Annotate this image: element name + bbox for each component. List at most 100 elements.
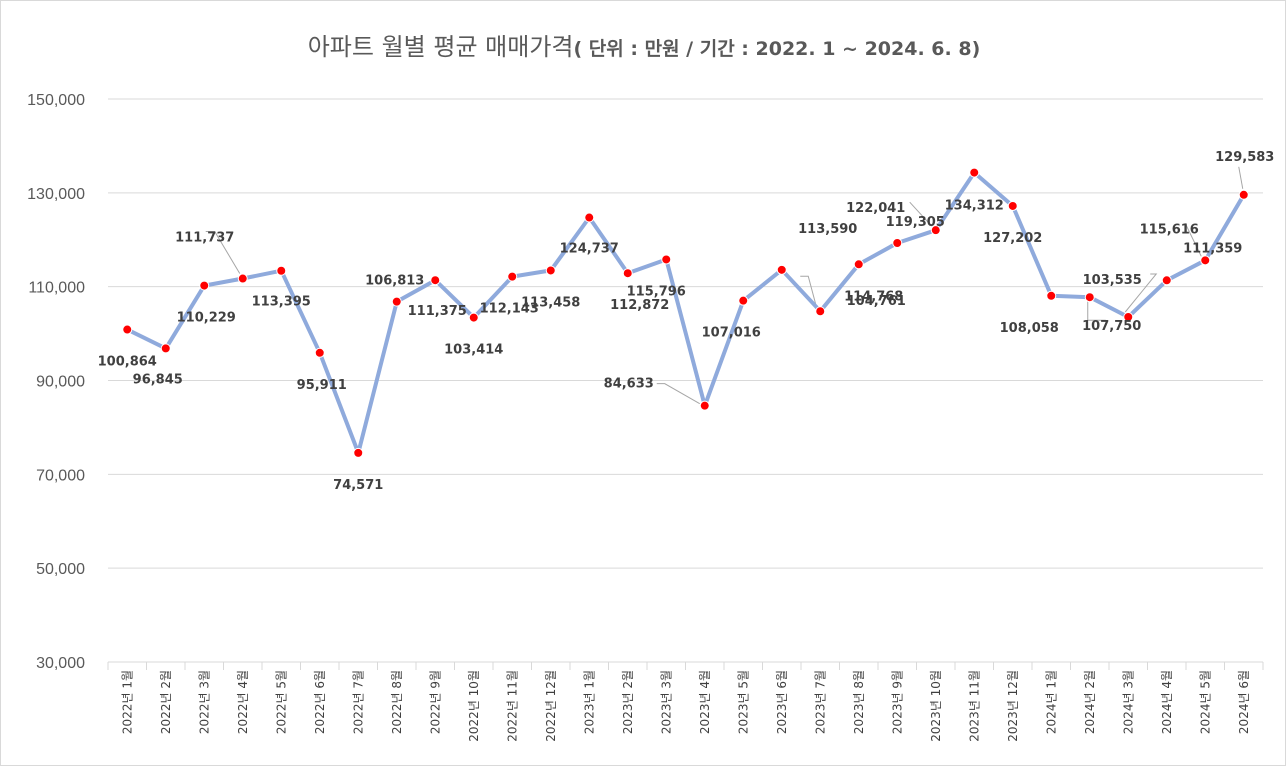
data-point-marker xyxy=(1238,189,1249,200)
data-point-marker xyxy=(584,212,595,223)
data-label: 111,737 xyxy=(175,231,234,246)
x-tick-label: 2024년 5월 xyxy=(1198,670,1212,734)
data-point-marker xyxy=(1200,255,1211,266)
y-tick-label: 130,000 xyxy=(27,186,85,203)
data-point-marker xyxy=(468,312,479,323)
x-tick-label: 2024년 4월 xyxy=(1160,670,1174,734)
label-leader-line xyxy=(1184,223,1202,257)
data-label: 114,768 xyxy=(844,289,903,304)
x-tick-label: 2023년 5월 xyxy=(736,670,750,734)
x-tick-label: 2022년 3월 xyxy=(197,670,211,734)
chart-title-subtitle: ( 단위 : 만원 / 기간 : 2022. 1 ~ 2024. 6. 8) xyxy=(574,38,981,60)
data-point-marker xyxy=(1123,311,1134,322)
x-tick-label: 2022년 6월 xyxy=(313,670,327,734)
data-point-marker xyxy=(1084,292,1095,303)
data-point-marker xyxy=(237,273,248,284)
x-tick-label: 2024년 3월 xyxy=(1121,670,1135,734)
y-tick-label: 50,000 xyxy=(36,561,85,578)
data-label: 122,041 xyxy=(846,201,905,216)
data-label: 95,911 xyxy=(297,378,347,393)
data-label: 113,590 xyxy=(798,222,857,237)
x-tick-label: 2022년 11월 xyxy=(505,670,519,742)
data-label: 112,872 xyxy=(610,298,669,313)
x-tick-label: 2022년 12월 xyxy=(544,670,558,742)
x-tick-label: 2023년 4월 xyxy=(698,670,712,734)
data-labels: 100,864 96,845 110,229 111,737 113,395 95,911… xyxy=(98,150,1275,493)
y-tick-label: 110,000 xyxy=(28,280,85,297)
data-label: 129,583 xyxy=(1215,150,1274,165)
x-tick-label: 2023년 3월 xyxy=(659,670,673,734)
label-leader-line xyxy=(656,383,700,405)
data-label: 115,616 xyxy=(1140,222,1199,237)
data-label: 103,535 xyxy=(1083,273,1142,288)
x-tick-label: 2022년 8월 xyxy=(390,670,404,734)
label-leader-line xyxy=(1238,166,1244,189)
data-point-marker xyxy=(391,296,402,307)
x-tick-label: 2022년 1월 xyxy=(120,670,134,734)
x-tick-label: 2023년 11월 xyxy=(967,670,981,742)
data-point-marker xyxy=(353,447,364,458)
data-label: 111,359 xyxy=(1183,241,1242,256)
x-tick-label: 2024년 1월 xyxy=(1044,670,1058,734)
x-tick-label: 2024년 2월 xyxy=(1083,670,1097,734)
data-point-marker xyxy=(1161,275,1172,286)
data-point-marker xyxy=(815,306,826,317)
data-point-marker xyxy=(545,265,556,276)
data-label: 103,414 xyxy=(444,343,503,358)
data-label: 110,229 xyxy=(177,311,236,326)
x-tick-label: 2023년 7월 xyxy=(813,670,827,734)
data-label: 107,750 xyxy=(1082,319,1141,334)
data-label: 113,458 xyxy=(521,295,580,310)
x-tick-label: 2022년 4월 xyxy=(236,670,250,734)
x-tick-label: 2022년 9월 xyxy=(428,670,442,734)
x-axis: 2022년 1월 2022년 2월 2022년 3월 2022년 4월 2022년 5월… xyxy=(107,662,1264,742)
data-label: 119,305 xyxy=(886,215,945,230)
y-axis: 150,000 130,000 110,000 90,000 70,000 50,000 3… xyxy=(27,92,85,672)
label-leader-line xyxy=(1124,273,1158,313)
data-label: 115,796 xyxy=(627,284,686,299)
data-point-marker xyxy=(853,259,864,270)
x-tick-label: 2023년 8월 xyxy=(852,670,866,734)
grid-lines xyxy=(108,98,1263,663)
data-label: 108,058 xyxy=(1000,321,1059,336)
data-label: 74,571 xyxy=(333,478,383,493)
data-point-marker xyxy=(507,271,518,282)
data-label: 104,761 xyxy=(847,294,906,309)
chart-title: 아파트 월별 평균 매매가격( 단위 : 만원 / 기간 : 2022. 1 ~… xyxy=(308,33,981,61)
data-point-marker xyxy=(430,275,441,286)
x-tick-label: 2022년 5월 xyxy=(274,670,288,734)
data-label: 134,312 xyxy=(945,199,1004,214)
data-point-marker xyxy=(622,268,633,279)
x-tick-label: 2023년 6월 xyxy=(775,670,789,734)
data-label: 111,375 xyxy=(408,304,467,319)
y-tick-label: 70,000 xyxy=(36,467,85,484)
data-point-marker xyxy=(276,265,287,276)
data-label: 100,864 xyxy=(98,355,157,370)
data-point-marker xyxy=(122,324,133,335)
series-line xyxy=(125,170,1246,455)
data-label: 112,143 xyxy=(480,302,539,317)
data-point-marker xyxy=(892,238,903,249)
y-tick-label: 150,000 xyxy=(27,92,85,109)
data-point-marker xyxy=(160,343,171,354)
data-label: 106,813 xyxy=(365,274,424,289)
x-tick-label: 2023년 1월 xyxy=(582,670,596,734)
data-series xyxy=(122,167,1249,458)
y-tick-label: 30,000 xyxy=(36,655,85,672)
x-tick-label: 2023년 10월 xyxy=(929,670,943,742)
label-leader-line xyxy=(1087,301,1106,321)
x-tick-label: 2022년 7월 xyxy=(351,670,365,734)
data-point-marker xyxy=(314,347,325,358)
x-tick-label: 2023년 2월 xyxy=(621,670,635,734)
x-tick-label: 2023년 12월 xyxy=(1006,670,1020,742)
data-point-marker xyxy=(699,400,710,411)
chart-title-main: 아파트 월별 평균 매매가격 xyxy=(308,33,574,61)
data-point-marker xyxy=(199,280,210,291)
data-point-marker xyxy=(738,295,749,306)
x-tick-label: 2022년 2월 xyxy=(159,670,173,734)
label-leader-line xyxy=(205,231,241,274)
data-point-marker xyxy=(1046,290,1057,301)
data-point-marker xyxy=(661,254,672,265)
